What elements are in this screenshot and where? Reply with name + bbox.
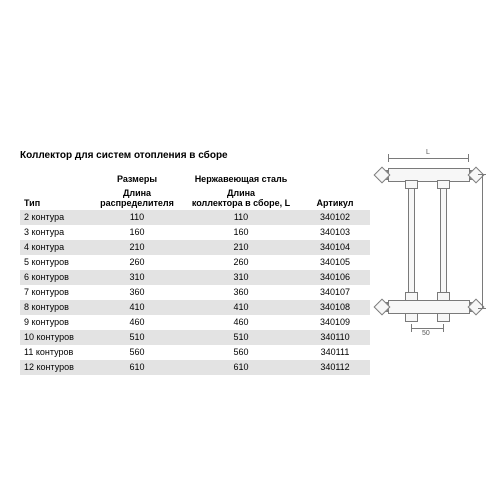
outlet-icon xyxy=(437,313,450,322)
group-material: Нержавеющая сталь xyxy=(182,172,300,186)
manifold-diagram: L 50 xyxy=(378,150,488,340)
cell-assy: 560 xyxy=(182,345,300,360)
cell-article: 340110 xyxy=(300,330,370,345)
header-group-row: Размеры Нержавеющая сталь xyxy=(20,172,370,186)
table-row: 2 контура110110340102 xyxy=(20,210,370,225)
cell-assy: 210 xyxy=(182,240,300,255)
col-dist-len: Длина распределителя xyxy=(92,186,182,210)
bottom-manifold xyxy=(388,300,470,314)
cell-dist: 160 xyxy=(92,225,182,240)
cell-assy: 510 xyxy=(182,330,300,345)
cell-dist: 110 xyxy=(92,210,182,225)
cell-dist: 460 xyxy=(92,315,182,330)
cell-type: 7 контуров xyxy=(20,285,92,300)
cell-assy: 610 xyxy=(182,360,300,375)
top-manifold xyxy=(388,168,470,182)
cell-assy: 160 xyxy=(182,225,300,240)
page: Коллектор для систем отопления в сборе Р… xyxy=(0,0,500,500)
cell-assy: 360 xyxy=(182,285,300,300)
cell-dist: 210 xyxy=(92,240,182,255)
spec-table: Размеры Нержавеющая сталь Тип Длина расп… xyxy=(20,172,370,375)
dim-label-L: L xyxy=(426,149,430,156)
table-row: 8 контуров410410340108 xyxy=(20,300,370,315)
fitting-icon xyxy=(437,180,450,189)
cell-dist: 610 xyxy=(92,360,182,375)
cell-article: 340104 xyxy=(300,240,370,255)
cell-article: 340107 xyxy=(300,285,370,300)
cell-type: 6 контуров xyxy=(20,270,92,285)
table-row: 7 контуров360360340107 xyxy=(20,285,370,300)
cell-article: 340111 xyxy=(300,345,370,360)
group-sizes: Размеры xyxy=(92,172,182,186)
fitting-icon xyxy=(405,180,418,189)
cell-dist: 310 xyxy=(92,270,182,285)
cell-article: 340105 xyxy=(300,255,370,270)
cell-dist: 260 xyxy=(92,255,182,270)
cell-type: 10 контуров xyxy=(20,330,92,345)
table-row: 11 контуров560560340111 xyxy=(20,345,370,360)
col-assy-len: Длина коллектора в сборе, L xyxy=(182,186,300,210)
table-row: 9 контуров460460340109 xyxy=(20,315,370,330)
cell-dist: 560 xyxy=(92,345,182,360)
cell-type: 12 контуров xyxy=(20,360,92,375)
cell-article: 340112 xyxy=(300,360,370,375)
cell-assy: 310 xyxy=(182,270,300,285)
cell-type: 9 контуров xyxy=(20,315,92,330)
cell-article: 340109 xyxy=(300,315,370,330)
table-row: 3 контура160160340103 xyxy=(20,225,370,240)
table-row: 10 контуров510510340110 xyxy=(20,330,370,345)
cell-article: 340103 xyxy=(300,225,370,240)
cell-dist: 360 xyxy=(92,285,182,300)
col-article: Артикул xyxy=(300,186,370,210)
cell-type: 4 контура xyxy=(20,240,92,255)
cell-type: 8 контуров xyxy=(20,300,92,315)
spec-table-container: Размеры Нержавеющая сталь Тип Длина расп… xyxy=(20,172,370,375)
cell-assy: 410 xyxy=(182,300,300,315)
cell-dist: 410 xyxy=(92,300,182,315)
fitting-icon xyxy=(437,292,450,301)
cell-assy: 260 xyxy=(182,255,300,270)
cell-article: 340106 xyxy=(300,270,370,285)
header-row: Тип Длина распределителя Длина коллектор… xyxy=(20,186,370,210)
table-row: 4 контура210210340104 xyxy=(20,240,370,255)
cell-type: 11 контуров xyxy=(20,345,92,360)
circuit-pipe xyxy=(408,181,415,300)
cell-article: 340102 xyxy=(300,210,370,225)
cell-type: 2 контура xyxy=(20,210,92,225)
page-title: Коллектор для систем отопления в сборе xyxy=(20,150,228,161)
table-row: 12 контуров610610340112 xyxy=(20,360,370,375)
dim-label-50: 50 xyxy=(422,330,430,337)
table-row: 5 контуров260260340105 xyxy=(20,255,370,270)
cell-article: 340108 xyxy=(300,300,370,315)
table-row: 6 контуров310310340106 xyxy=(20,270,370,285)
cell-assy: 460 xyxy=(182,315,300,330)
circuit-pipe xyxy=(440,181,447,300)
fitting-icon xyxy=(405,292,418,301)
cell-dist: 510 xyxy=(92,330,182,345)
cell-type: 3 контура xyxy=(20,225,92,240)
cell-assy: 110 xyxy=(182,210,300,225)
outlet-icon xyxy=(405,313,418,322)
cell-type: 5 контуров xyxy=(20,255,92,270)
col-type: Тип xyxy=(20,186,92,210)
